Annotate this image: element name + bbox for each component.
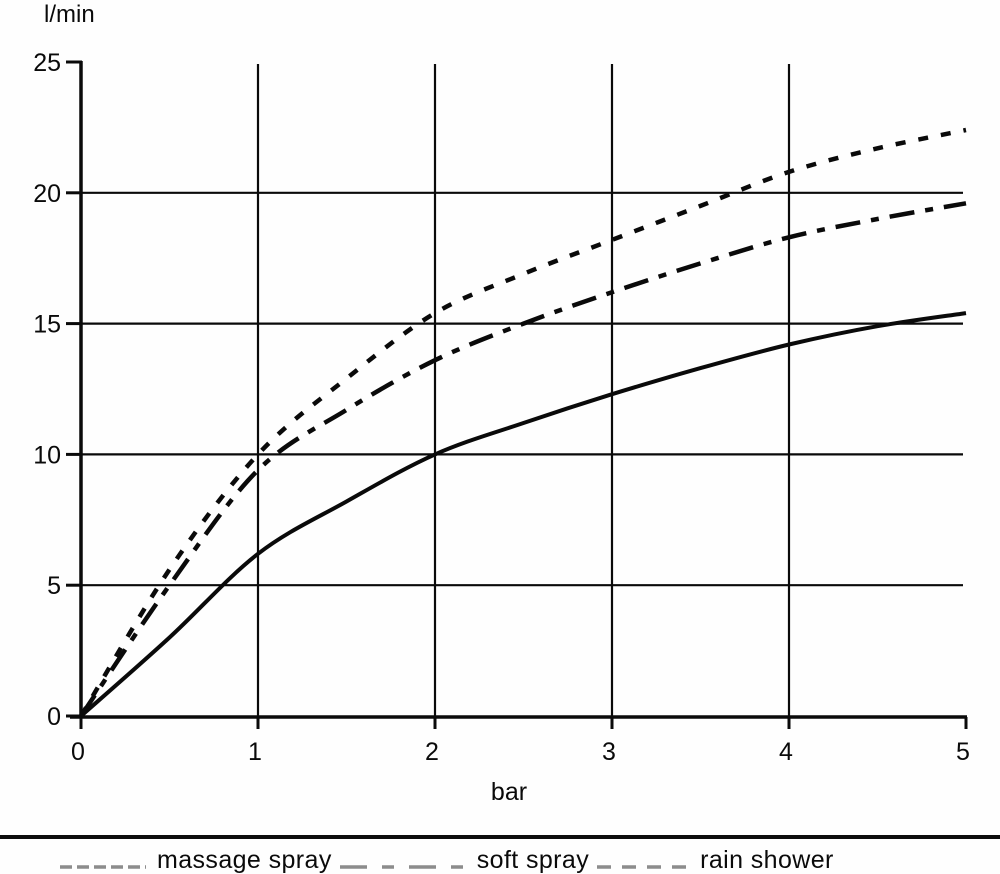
legend-divider <box>0 835 1000 839</box>
x-tick-label-2: 2 <box>425 738 439 766</box>
x-tick-label-1: 1 <box>248 738 262 766</box>
series-line-soft-spray <box>79 201 967 718</box>
legend-line-sample-soft-spray <box>339 865 466 869</box>
y-tick-label-10: 10 <box>33 441 61 469</box>
y-axis-unit-label: l/min <box>44 1 95 28</box>
y-tick-label-15: 15 <box>33 311 61 339</box>
y-tick-label-20: 20 <box>33 180 61 208</box>
x-tick-label-5: 5 <box>956 738 970 766</box>
legend: massage spray soft spray rain shower <box>0 843 1000 874</box>
legend-label-soft-spray: soft spray <box>476 845 590 874</box>
x-tick-label-3: 3 <box>602 738 616 766</box>
x-tick-label-4: 4 <box>779 738 793 766</box>
legend-label-rain-shower: rain shower <box>700 845 834 874</box>
y-tick-label-5: 5 <box>47 572 61 600</box>
series-line-massage-spray <box>79 311 967 718</box>
legend-label-massage-spray: massage spray <box>157 845 332 874</box>
y-tick-label-25: 25 <box>33 49 61 77</box>
series-line-rain-shower <box>79 127 967 718</box>
x-tick-label-0: 0 <box>71 738 85 766</box>
legend-line-sample-massage-spray <box>60 865 146 869</box>
legend-line-sample-rain-shower <box>597 865 690 869</box>
flow-rate-vs-pressure-chart: l/min bar 0 5 10 15 20 25 0 1 2 3 4 5 <box>33 1 970 806</box>
y-tick-label-0: 0 <box>47 703 61 731</box>
x-axis-unit-label: bar <box>491 778 527 806</box>
